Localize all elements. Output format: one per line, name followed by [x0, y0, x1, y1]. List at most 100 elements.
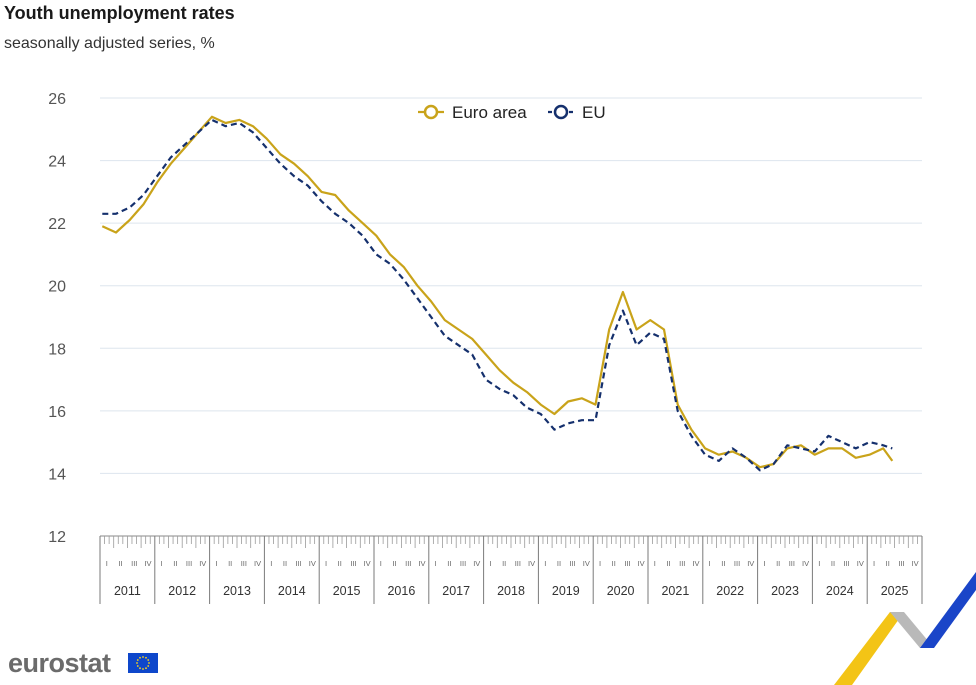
x-tick-quarter: III [241, 559, 247, 568]
x-tick-year: 2024 [826, 584, 854, 598]
x-tick-quarter: I [763, 559, 765, 568]
x-tick-quarter: I [325, 559, 327, 568]
x-tick-quarter: I [489, 559, 491, 568]
x-tick-quarter: III [624, 559, 630, 568]
x-tick-year: 2022 [716, 584, 744, 598]
x-tick-quarter: IV [912, 559, 919, 568]
flag-star [136, 662, 138, 664]
eu-flag-icon [128, 653, 158, 673]
flag-star [142, 656, 144, 658]
x-tick-quarter: I [215, 559, 217, 568]
x-tick-quarter: IV [528, 559, 535, 568]
x-tick-quarter: IV [473, 559, 480, 568]
gridlines [100, 97, 922, 474]
x-tick-year: 2021 [661, 584, 689, 598]
x-tick-quarter: II [721, 559, 725, 568]
x-tick-quarter: III [296, 559, 302, 568]
x-tick-quarter: III [405, 559, 411, 568]
x-tick-quarter: III [131, 559, 137, 568]
x-tick-year: 2019 [552, 584, 580, 598]
x-tick-quarter: II [557, 559, 561, 568]
y-axis: 12 14 16 18 20 22 24 26 [48, 91, 66, 546]
x-tick-quarter: III [186, 559, 192, 568]
legend-label: EU [582, 103, 606, 122]
ribbon-yellow [834, 612, 904, 685]
x-tick-quarter: II [338, 559, 342, 568]
x-tick-quarter: IV [199, 559, 206, 568]
x-tick-quarter: IV [583, 559, 590, 568]
x-tick-quarter: III [734, 559, 740, 568]
x-tick-quarter: IV [692, 559, 699, 568]
flag-star [147, 659, 150, 661]
x-tick-quarter: III [898, 559, 904, 568]
ribbon-blue [920, 572, 976, 648]
x-tick-quarter: II [228, 559, 232, 568]
x-tick-quarter: II [283, 559, 287, 568]
ribbon-grey [890, 612, 934, 648]
y-tick-label: 12 [48, 529, 66, 546]
x-tick-year: 2017 [442, 584, 470, 598]
x-tick-quarter: I [106, 559, 108, 568]
y-tick-label: 22 [48, 216, 66, 233]
flag-star [145, 656, 147, 659]
x-tick-quarter: IV [144, 559, 151, 568]
x-tick-year: 2011 [114, 584, 141, 598]
x-tick-quarter: I [270, 559, 272, 568]
x-tick-quarter: I [599, 559, 601, 568]
x-tick-year: 2013 [223, 584, 251, 598]
x-tick-quarter: I [161, 559, 163, 568]
x-tick-quarter: II [612, 559, 616, 568]
x-tick-quarter: III [515, 559, 521, 568]
legend: Euro area EU [418, 103, 606, 122]
x-tick-quarter: III [460, 559, 466, 568]
legend-item: Euro area [418, 103, 527, 122]
x-tick-quarter: III [350, 559, 356, 568]
x-tick-quarter: II [118, 559, 122, 568]
chart-title: Youth unemployment rates [4, 3, 235, 23]
x-tick-quarter: IV [802, 559, 809, 568]
x-tick-quarter: I [435, 559, 437, 568]
x-tick-quarter: IV [254, 559, 261, 568]
x-tick-quarter: I [654, 559, 656, 568]
flag-star [136, 659, 139, 661]
x-tick-year: 2023 [771, 584, 799, 598]
chart-subtitle: seasonally adjusted series, % [4, 35, 215, 52]
y-tick-label: 14 [48, 466, 66, 483]
legend-label: Euro area [452, 103, 527, 122]
corner-ribbon-decoration [834, 572, 976, 685]
y-tick-label: 18 [48, 341, 66, 358]
flag-star [148, 662, 150, 664]
series-line-eu [102, 118, 893, 472]
x-tick-quarter: II [447, 559, 451, 568]
flag-star [145, 667, 147, 670]
x-tick-quarter: I [544, 559, 546, 568]
x-tick-quarter: II [392, 559, 396, 568]
flag-star [142, 668, 144, 670]
flag-star [147, 665, 150, 667]
x-tick-year: 2012 [168, 584, 196, 598]
x-tick-quarter: II [776, 559, 780, 568]
x-tick-quarter: III [679, 559, 685, 568]
x-tick-year: 2018 [497, 584, 525, 598]
x-tick-quarter: II [173, 559, 177, 568]
y-tick-label: 20 [48, 279, 66, 296]
x-tick-quarter: II [831, 559, 835, 568]
y-tick-label: 16 [48, 404, 66, 421]
x-tick-quarter: II [502, 559, 506, 568]
x-tick-quarter: III [844, 559, 850, 568]
x-tick-quarter: IV [747, 559, 754, 568]
flag-star [139, 656, 141, 659]
x-tick-quarter: I [818, 559, 820, 568]
x-tick-quarter: I [709, 559, 711, 568]
flag-star [139, 667, 141, 670]
x-tick-year: 2014 [278, 584, 306, 598]
legend-circle-marker [423, 104, 439, 120]
x-tick-quarter: IV [309, 559, 316, 568]
x-tick-quarter: III [789, 559, 795, 568]
series-lines [101, 115, 894, 472]
x-tick-quarter: I [380, 559, 382, 568]
flag-star [136, 665, 139, 667]
y-tick-label: 24 [48, 154, 66, 171]
